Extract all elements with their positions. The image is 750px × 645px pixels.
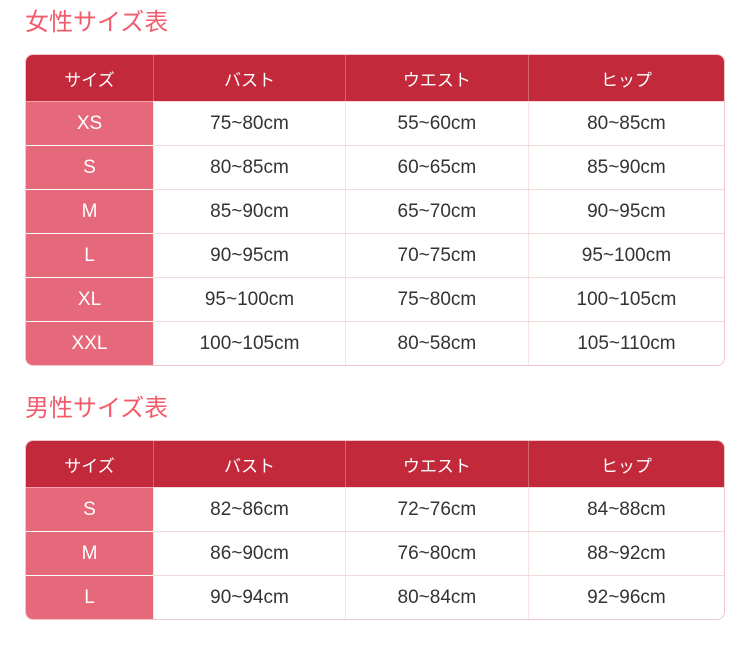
hip-cell: 92~96cm: [527, 575, 724, 619]
hip-cell: 80~85cm: [527, 101, 724, 145]
size-cell: XS: [26, 101, 154, 145]
size-cell: XXL: [26, 321, 154, 365]
hip-cell: 100~105cm: [527, 277, 724, 321]
table-row: XS 75~80cm 55~60cm 80~85cm: [26, 101, 724, 145]
table-row: S 82~86cm 72~76cm 84~88cm: [26, 487, 724, 531]
bust-cell: 75~80cm: [153, 101, 345, 145]
bust-cell: 85~90cm: [153, 189, 345, 233]
waist-cell: 70~75cm: [344, 233, 528, 277]
waist-cell: 60~65cm: [344, 145, 528, 189]
size-cell: S: [26, 487, 154, 531]
header-cell-hip: ヒップ: [527, 441, 724, 487]
waist-cell: 55~60cm: [344, 101, 528, 145]
hip-cell: 84~88cm: [527, 487, 724, 531]
table-row: L 90~94cm 80~84cm 92~96cm: [26, 575, 724, 619]
waist-cell: 76~80cm: [344, 531, 528, 575]
hip-cell: 90~95cm: [527, 189, 724, 233]
size-cell: S: [26, 145, 154, 189]
header-cell-size: サイズ: [26, 441, 154, 487]
size-cell: XL: [26, 277, 154, 321]
waist-cell: 80~58cm: [344, 321, 528, 365]
header-cell-bust: バスト: [153, 441, 345, 487]
header-cell-waist: ウエスト: [344, 55, 528, 101]
bust-cell: 90~94cm: [153, 575, 345, 619]
waist-cell: 75~80cm: [344, 277, 528, 321]
header-cell-bust: バスト: [153, 55, 345, 101]
size-cell: M: [26, 189, 154, 233]
waist-cell: 65~70cm: [344, 189, 528, 233]
header-cell-hip: ヒップ: [527, 55, 724, 101]
bust-cell: 95~100cm: [153, 277, 345, 321]
bust-cell: 86~90cm: [153, 531, 345, 575]
women-size-table: サイズ バスト ウエスト ヒップ XS 75~80cm 55~60cm 80~8…: [25, 54, 725, 366]
hip-cell: 105~110cm: [527, 321, 724, 365]
header-cell-waist: ウエスト: [344, 441, 528, 487]
bust-cell: 80~85cm: [153, 145, 345, 189]
table-header-row: サイズ バスト ウエスト ヒップ: [26, 441, 724, 487]
hip-cell: 95~100cm: [527, 233, 724, 277]
header-cell-size: サイズ: [26, 55, 154, 101]
table-row: S 80~85cm 60~65cm 85~90cm: [26, 145, 724, 189]
bust-cell: 82~86cm: [153, 487, 345, 531]
waist-cell: 72~76cm: [344, 487, 528, 531]
bust-cell: 100~105cm: [153, 321, 345, 365]
men-size-table: サイズ バスト ウエスト ヒップ S 82~86cm 72~76cm 84~88…: [25, 440, 725, 620]
bust-cell: 90~95cm: [153, 233, 345, 277]
size-cell: L: [26, 575, 154, 619]
table-row: XL 95~100cm 75~80cm 100~105cm: [26, 277, 724, 321]
table-row: L 90~95cm 70~75cm 95~100cm: [26, 233, 724, 277]
table-row: XXL 100~105cm 80~58cm 105~110cm: [26, 321, 724, 365]
hip-cell: 88~92cm: [527, 531, 724, 575]
table-row: M 85~90cm 65~70cm 90~95cm: [26, 189, 724, 233]
men-size-table-title: 男性サイズ表: [25, 395, 169, 422]
hip-cell: 85~90cm: [527, 145, 724, 189]
size-cell: M: [26, 531, 154, 575]
table-header-row: サイズ バスト ウエスト ヒップ: [26, 55, 724, 101]
size-cell: L: [26, 233, 154, 277]
table-row: M 86~90cm 76~80cm 88~92cm: [26, 531, 724, 575]
women-size-table-title: 女性サイズ表: [25, 9, 169, 36]
waist-cell: 80~84cm: [344, 575, 528, 619]
